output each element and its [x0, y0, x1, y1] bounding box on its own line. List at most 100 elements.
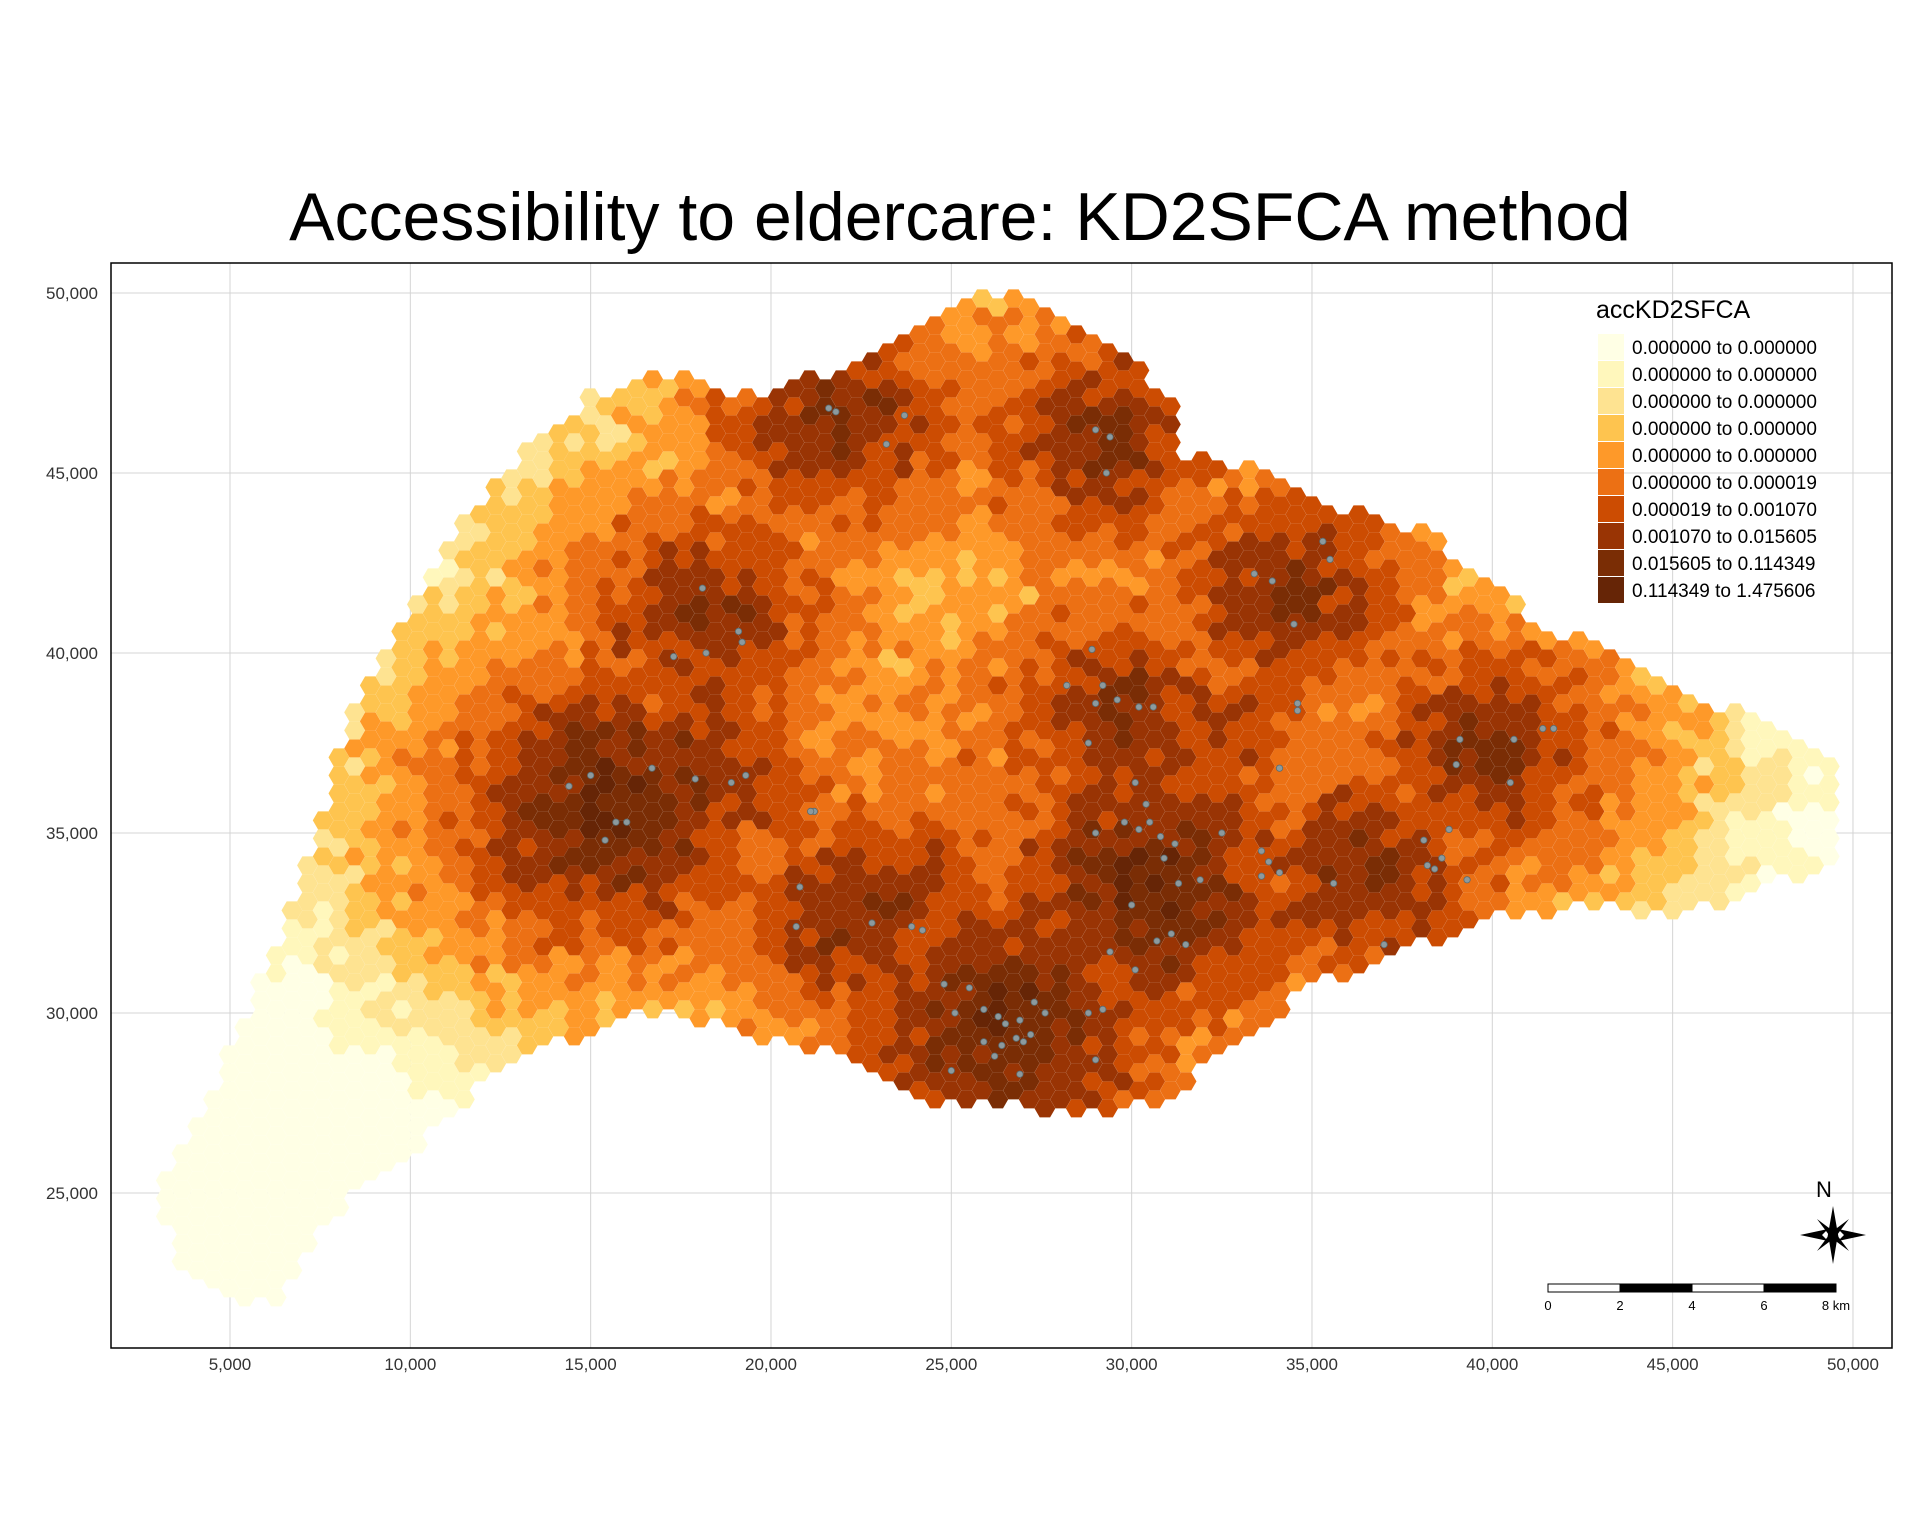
hex-cell: [1364, 766, 1385, 785]
hex-cell: [1191, 1009, 1213, 1028]
hex-cell: [234, 1252, 256, 1271]
hex-cell: [422, 874, 444, 893]
hex-cell: [532, 1027, 554, 1046]
hex-cell: [971, 541, 993, 560]
hex-cell: [234, 1072, 256, 1091]
hex-cell: [1160, 757, 1181, 776]
hex-cell: [893, 820, 915, 839]
hex-cell: [1411, 649, 1432, 668]
hex-cell: [1520, 874, 1542, 893]
eldercare-facility-point: [1084, 1009, 1092, 1017]
hex-cell: [940, 793, 962, 812]
hex-cell: [438, 829, 460, 848]
hex-cell: [1693, 757, 1715, 776]
hex-cell: [877, 523, 899, 542]
hex-cell: [893, 784, 915, 803]
hex-cell: [956, 370, 977, 389]
hex-cell: [281, 1099, 303, 1118]
hex-cell: [940, 883, 962, 902]
hex-cell: [1113, 478, 1134, 497]
hex-cell: [1222, 1027, 1244, 1046]
hex-cell: [407, 649, 428, 668]
hex-cell: [799, 946, 820, 965]
hex-cell: [218, 1153, 240, 1172]
hex-cell: [1003, 901, 1024, 920]
hex-cell: [987, 532, 1009, 551]
hex-cell: [1065, 865, 1087, 884]
hex-cell: [1222, 505, 1244, 524]
hex-cell: [1034, 739, 1056, 758]
hex-cell: [501, 775, 522, 794]
hex-cell: [454, 874, 475, 893]
hex-cell: [1018, 424, 1040, 443]
hex-cell: [877, 487, 899, 506]
hex-cell: [375, 1045, 397, 1064]
hex-cell: [485, 784, 507, 803]
hex-cell: [971, 379, 993, 398]
hex-cell: [1489, 622, 1511, 641]
hex-cell: [1285, 685, 1307, 704]
hex-cell: [1520, 640, 1542, 659]
hex-cell: [344, 1063, 365, 1082]
hex-cell: [1254, 667, 1275, 686]
hex-cell: [1505, 631, 1526, 650]
hex-cell: [1630, 883, 1652, 902]
hex-cell: [532, 991, 554, 1010]
hex-cell: [250, 1261, 271, 1280]
hex-cell: [893, 1036, 915, 1055]
hex-cell: [1018, 442, 1040, 461]
hex-cell: [846, 883, 867, 902]
hex-cell: [1411, 613, 1432, 632]
hex-cell: [1144, 694, 1166, 713]
hex-cell: [626, 811, 648, 830]
hex-cell: [799, 892, 820, 911]
hex-cell: [485, 820, 507, 839]
hex-cell: [187, 1243, 209, 1262]
hex-cell: [516, 784, 538, 803]
hex-cell: [422, 658, 444, 677]
hex-cell: [1395, 874, 1417, 893]
hex-cell: [1222, 577, 1244, 596]
hex-cell: [1065, 739, 1087, 758]
hex-cell: [1003, 883, 1024, 902]
eldercare-facility-point: [1016, 1016, 1024, 1024]
hex-cell: [924, 1072, 946, 1091]
eldercare-facility-point: [1319, 537, 1327, 546]
hex-cell: [469, 811, 491, 830]
hex-cell: [438, 919, 460, 938]
hex-cell: [893, 550, 915, 569]
hex-cell: [1316, 955, 1338, 974]
hex-cell: [1003, 361, 1024, 380]
hex-cell: [297, 1126, 318, 1145]
hex-cell: [1081, 442, 1103, 461]
hex-cell: [454, 586, 475, 605]
hex-cell: [359, 676, 381, 695]
hex-cell: [1740, 784, 1762, 803]
hex-cell: [1034, 667, 1056, 686]
hex-cell: [375, 775, 397, 794]
hex-cell: [783, 973, 805, 992]
hex-cell: [861, 910, 883, 929]
hex-cell: [422, 928, 444, 947]
hex-cell: [1144, 730, 1166, 749]
hex-cell: [359, 694, 381, 713]
hex-cell: [218, 1099, 240, 1118]
hex-cell: [689, 379, 711, 398]
hex-cell: [1034, 1081, 1056, 1100]
hex-cell: [1583, 892, 1605, 911]
hex-cell: [595, 451, 616, 470]
hex-cell: [297, 1090, 318, 1109]
hex-cell: [1034, 937, 1056, 956]
hex-cell: [940, 433, 962, 452]
hex-cell: [799, 928, 820, 947]
hex-cell: [579, 964, 601, 983]
hex-cell: [1677, 748, 1699, 767]
hex-cell: [924, 352, 946, 371]
hex-cell: [407, 1009, 428, 1028]
hex-cell: [658, 685, 679, 704]
hex-cell: [328, 820, 350, 839]
hex-cell: [783, 379, 805, 398]
hex-cell: [1520, 676, 1542, 695]
hex-cell: [250, 1081, 271, 1100]
hex-cell: [877, 559, 899, 578]
